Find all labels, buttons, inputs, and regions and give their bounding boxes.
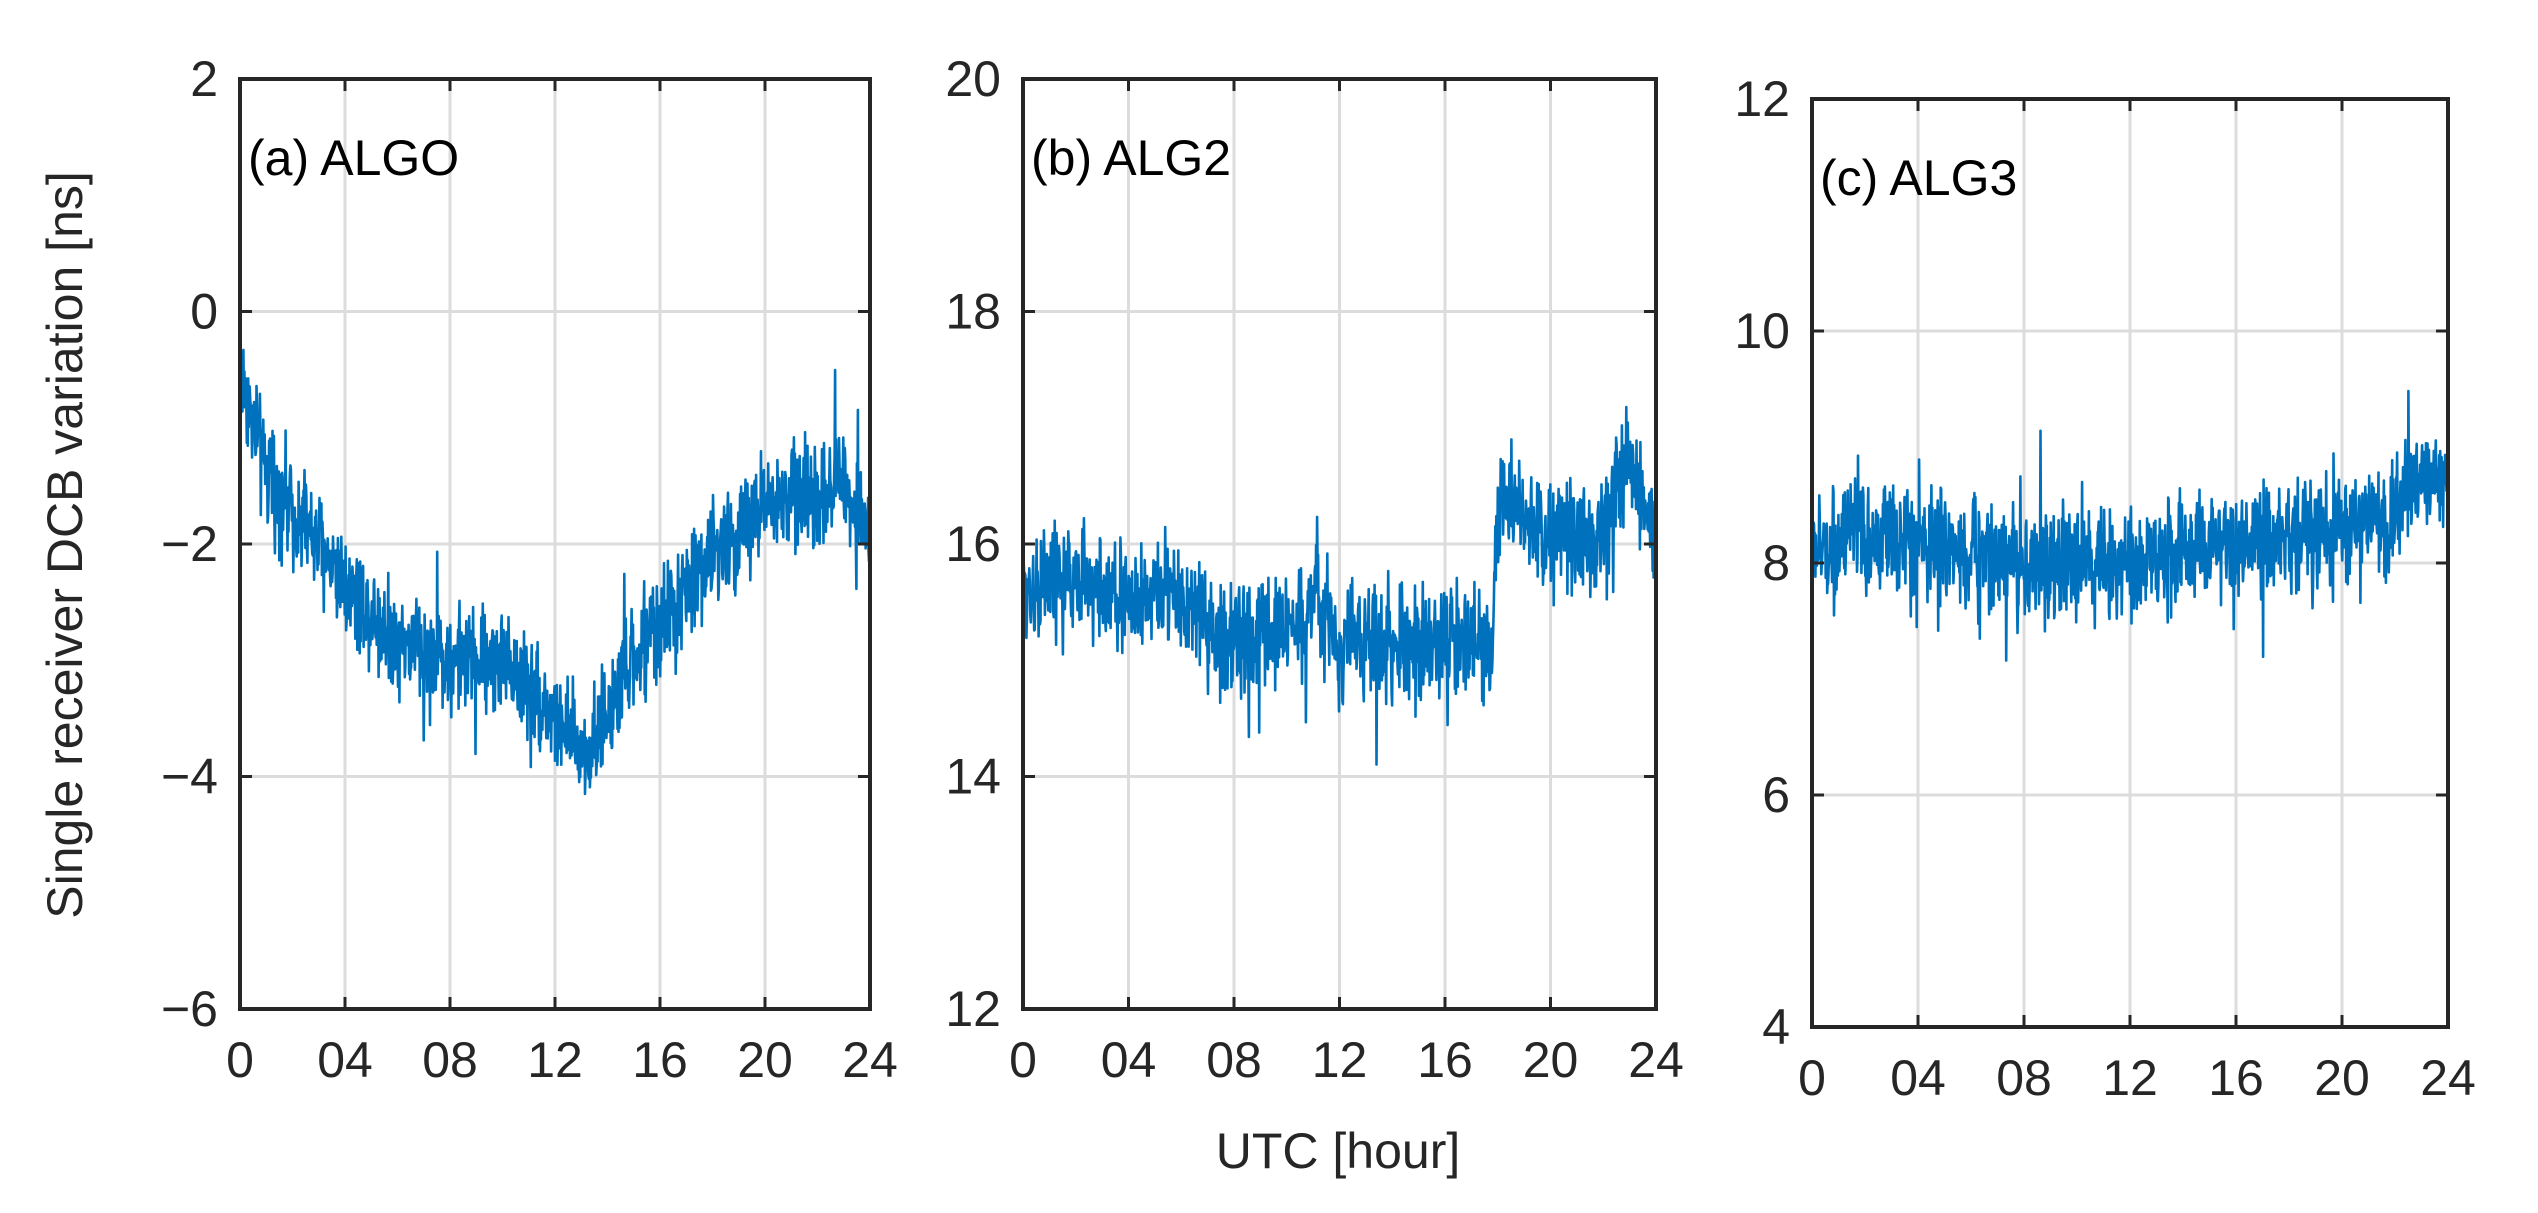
- panel-c-ytick-label-3: 10: [1734, 303, 1790, 359]
- panel-c-ytick-label-2: 8: [1762, 535, 1790, 591]
- panel-b-ytick-label-1: 14: [945, 749, 1001, 805]
- panel-b-xtick-label-4: 16: [1417, 1032, 1473, 1088]
- panel-a-xtick-label-3: 12: [527, 1032, 583, 1088]
- x-axis-title: UTC [hour]: [1216, 1123, 1461, 1179]
- panel-b-ytick-label-2: 16: [945, 516, 1001, 572]
- panel-b-ytick-label-4: 20: [945, 51, 1001, 107]
- panel-a-ytick-label-3: 0: [190, 284, 218, 340]
- panel-b-ytick-label-3: 18: [945, 284, 1001, 340]
- panel-b-xtick-label-2: 08: [1206, 1032, 1262, 1088]
- panel-c-ytick-label-0: 4: [1762, 999, 1790, 1055]
- panel-c-ytick-label-1: 6: [1762, 767, 1790, 823]
- panel-a-series-algo: [238, 348, 872, 796]
- panel-b-title: (b) ALG2: [1031, 130, 1231, 186]
- panel-c-xtick-label-2: 08: [1996, 1050, 2052, 1106]
- panel-c-series-alg3: [1810, 389, 2450, 662]
- panel-b-xtick-label-1: 04: [1101, 1032, 1157, 1088]
- panel-a-ytick-label-1: −4: [161, 749, 218, 805]
- panel-b-series-alg2: [1021, 405, 1658, 766]
- panel-b-ytick-label-0: 12: [945, 981, 1001, 1037]
- panel-a-xtick-label-0: 0: [226, 1032, 254, 1088]
- panel-a-ytick-label-2: −2: [161, 516, 218, 572]
- panel-c-xtick-label-0: 0: [1798, 1050, 1826, 1106]
- panel-b-alg2: 0 04 08 12 16 20 24 12 14 16 18 20 (b) ALG2: [945, 51, 1683, 1088]
- panel-a-xtick-label-2: 08: [422, 1032, 478, 1088]
- panel-a-algo: 0 04 08 12 16 20 24 −6 −4 −2 0 2 (a) ALGO: [161, 51, 898, 1088]
- panel-b-xtick-label-6: 24: [1628, 1032, 1684, 1088]
- panel-a-title: (a) ALGO: [248, 130, 459, 186]
- panel-a-ytick-label-4: 2: [190, 51, 218, 107]
- y-axis-title: Single receiver DCB variation [ns]: [37, 171, 93, 919]
- panel-b-xtick-label-3: 12: [1312, 1032, 1368, 1088]
- panel-a-xtick-label-4: 16: [632, 1032, 688, 1088]
- panel-c-alg3: 0 04 08 12 16 20 24 4 6 8 10 12 (c) ALG3: [1734, 71, 2475, 1106]
- panel-c-xtick-label-1: 04: [1890, 1050, 1946, 1106]
- panel-c-xtick-label-6: 24: [2420, 1050, 2476, 1106]
- panel-c-xtick-label-5: 20: [2314, 1050, 2370, 1106]
- panel-b-xtick-label-0: 0: [1009, 1032, 1037, 1088]
- panel-c-xtick-label-3: 12: [2102, 1050, 2158, 1106]
- panel-a-xtick-label-1: 04: [317, 1032, 373, 1088]
- panel-c-xtick-label-4: 16: [2208, 1050, 2264, 1106]
- panel-b-xtick-label-5: 20: [1523, 1032, 1579, 1088]
- panel-a-ytick-label-0: −6: [161, 981, 218, 1037]
- panel-c-ytick-label-4: 12: [1734, 71, 1790, 127]
- panel-a-xtick-label-5: 20: [737, 1032, 793, 1088]
- panel-a-xtick-label-6: 24: [842, 1032, 898, 1088]
- panel-c-title: (c) ALG3: [1820, 150, 2017, 206]
